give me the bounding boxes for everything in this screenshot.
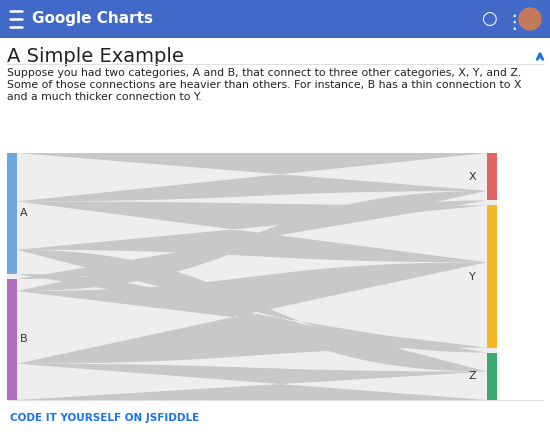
- Bar: [7, 153, 17, 274]
- Bar: [0, 0, 550, 38]
- Text: B: B: [20, 334, 28, 344]
- Text: Suppose you had two categories, A and B, that connect to three other categories,: Suppose you had two categories, A and B,…: [7, 68, 521, 78]
- Text: Z: Z: [469, 371, 476, 381]
- Polygon shape: [17, 250, 487, 372]
- Polygon shape: [17, 191, 487, 291]
- Text: Y: Y: [469, 271, 476, 282]
- Text: CODE IT YOURSELF ON JSFIDDLE: CODE IT YOURSELF ON JSFIDDLE: [10, 413, 199, 423]
- Text: X: X: [469, 172, 476, 182]
- Polygon shape: [17, 262, 487, 364]
- Polygon shape: [17, 201, 487, 262]
- Text: and a much thicker connection to Y.: and a much thicker connection to Y.: [7, 92, 202, 102]
- Bar: [487, 205, 497, 348]
- Polygon shape: [17, 153, 487, 201]
- Text: Google Charts: Google Charts: [32, 12, 153, 26]
- Bar: [7, 153, 497, 400]
- Bar: [487, 353, 497, 400]
- Text: ○: ○: [481, 10, 497, 28]
- Circle shape: [519, 8, 541, 30]
- Bar: [7, 279, 17, 400]
- Bar: [487, 153, 497, 200]
- Text: ⋮: ⋮: [504, 13, 524, 32]
- Text: Some of those connections are heavier than others. For instance, B has a thin co: Some of those connections are heavier th…: [7, 80, 521, 90]
- Text: A Simple Example: A Simple Example: [7, 47, 184, 66]
- Polygon shape: [17, 364, 487, 400]
- Text: A: A: [20, 209, 28, 219]
